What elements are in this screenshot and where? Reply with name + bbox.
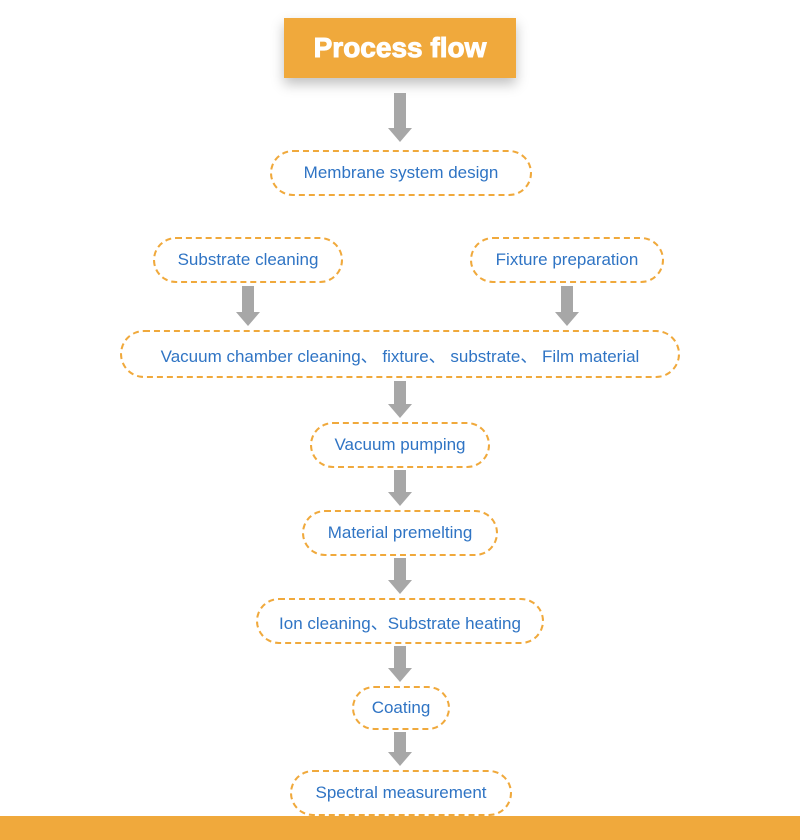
flowchart-canvas: Process flow Membrane system design Substr… <box>0 0 800 840</box>
flow-node-vacclean: Vacuum chamber cleaning、 fixture、 substr… <box>120 330 680 378</box>
flow-node-membrane: Membrane system design <box>270 150 532 196</box>
footer-bar <box>0 816 800 840</box>
flow-node-coating: Coating <box>352 686 450 730</box>
flow-node-premelt: Material premelting <box>302 510 498 556</box>
flow-node-spectral: Spectral measurement <box>290 770 512 816</box>
title-box: Process flow <box>284 18 516 78</box>
flow-node-pump: Vacuum pumping <box>310 422 490 468</box>
flow-node-fixture: Fixture preparation <box>470 237 664 283</box>
flow-node-ion: Ion cleaning、Substrate heating <box>256 598 544 644</box>
flow-node-substrate: Substrate cleaning <box>153 237 343 283</box>
